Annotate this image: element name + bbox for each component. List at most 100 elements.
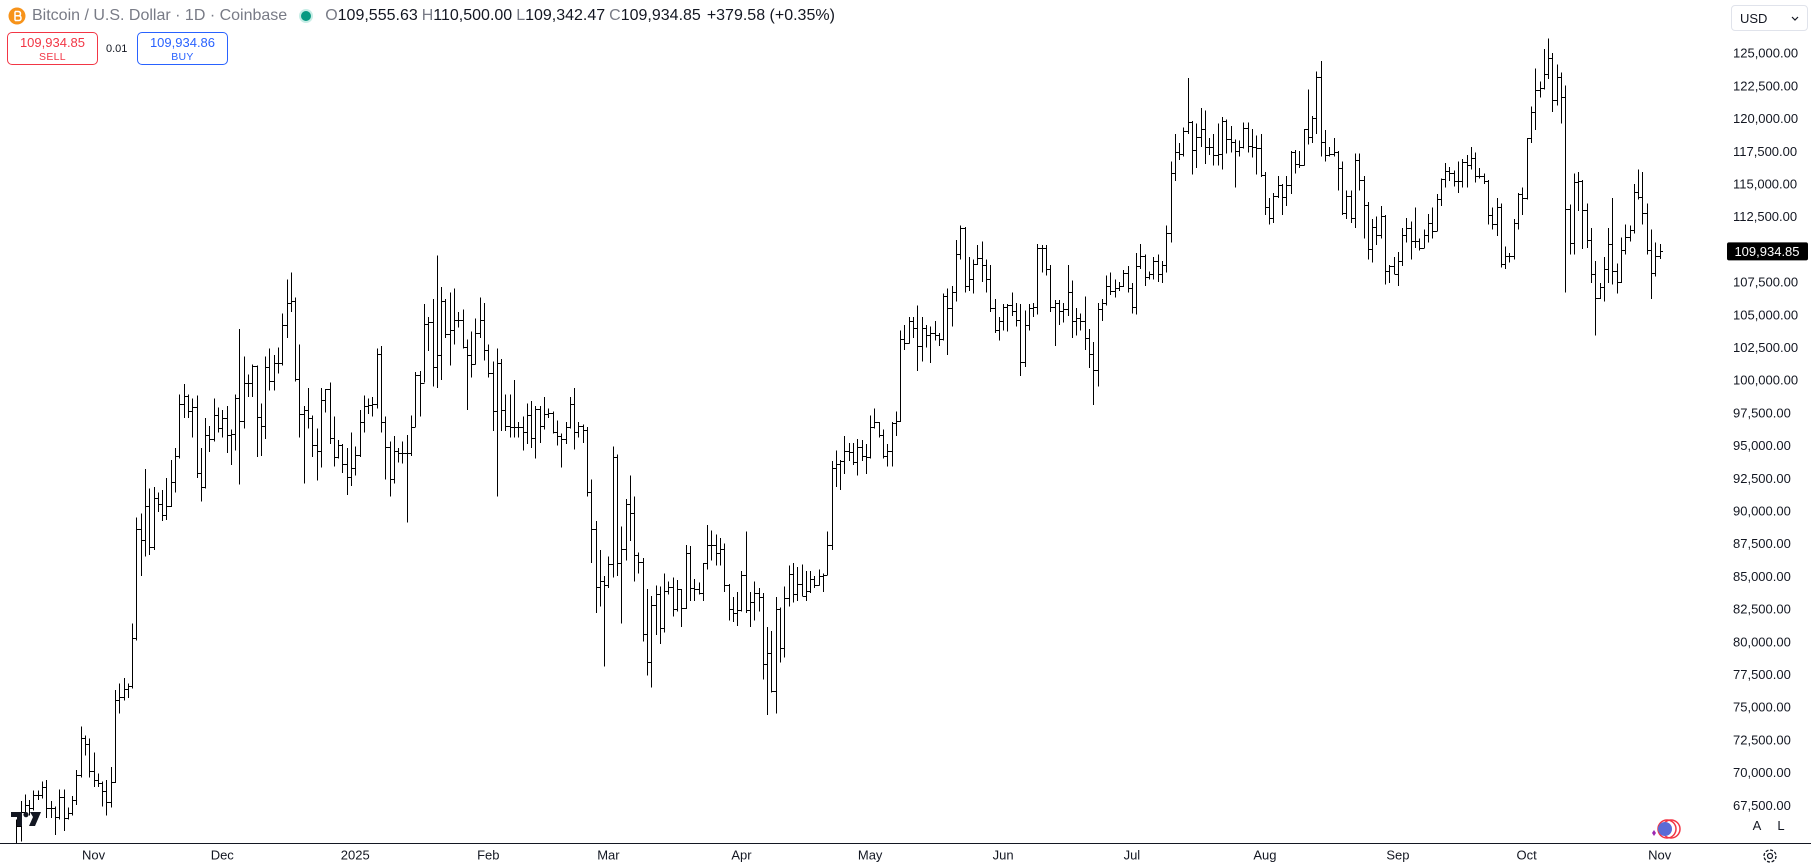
ohlc-bar xyxy=(928,326,933,363)
ohlc-bar xyxy=(1602,257,1607,302)
ohlc-bar xyxy=(1164,225,1169,273)
ohlc-bar xyxy=(911,317,916,339)
currency-select[interactable]: USD xyxy=(1731,5,1808,31)
ohlc-bar xyxy=(409,415,414,456)
buy-label: BUY xyxy=(171,51,194,63)
ohlc-bar xyxy=(302,406,307,484)
sell-price: 109,934.85 xyxy=(19,35,86,50)
ohlc-bar xyxy=(963,226,968,293)
x-tick-label: 2025 xyxy=(341,847,370,862)
ohlc-bar xyxy=(160,489,165,522)
ohlc-values: O109,555.63 H110,500.00 L109,342.47 C109,93… xyxy=(321,7,701,25)
ohlc-bar xyxy=(1430,207,1435,239)
ohlc-bar xyxy=(1593,260,1598,336)
sell-button[interactable]: 109,934.85 SELL xyxy=(7,32,98,65)
price-pane xyxy=(16,38,1663,843)
ohlc-bar xyxy=(842,436,847,475)
y-tick-label: 105,000.00 xyxy=(1733,307,1798,322)
ohlc-bar xyxy=(1194,123,1199,169)
ohlc-bar xyxy=(285,279,290,339)
ohlc-bar xyxy=(96,773,101,787)
ohlc-bar xyxy=(1104,275,1109,306)
ohlc-bar xyxy=(671,577,676,617)
ohlc-bar xyxy=(624,498,629,561)
ohlc-bar xyxy=(512,379,517,438)
ohlc-bar xyxy=(787,565,792,607)
x-tick-label: Sep xyxy=(1386,847,1409,862)
symbol-title[interactable]: Bitcoin / U.S. Dollar · 1D · Coinbase xyxy=(32,7,288,24)
y-tick-label: 77,500.00 xyxy=(1733,667,1791,682)
ohlc-bar xyxy=(1520,187,1525,216)
ohlc-bar xyxy=(1645,203,1650,255)
ohlc-bar xyxy=(654,585,659,636)
ohlc-bar xyxy=(1001,304,1006,331)
ohlc-bar xyxy=(57,789,62,820)
ohlc-bar xyxy=(1005,304,1010,332)
ohlc-bar xyxy=(130,623,135,689)
ohlc-bar xyxy=(1512,219,1517,260)
ohlc-bar xyxy=(860,440,865,462)
ohlc-bar xyxy=(1383,215,1388,285)
ohlc-bar xyxy=(662,573,667,633)
settings-icon[interactable] xyxy=(1763,849,1777,863)
ohlc-bar xyxy=(1023,310,1028,367)
ohlc-bar xyxy=(134,517,139,641)
ohlc-bar xyxy=(1100,298,1105,322)
scale-button[interactable]: L xyxy=(1777,818,1785,833)
buy-button[interactable]: 109,934.86 BUY xyxy=(137,32,228,65)
ohlc-bar xyxy=(1293,149,1298,174)
ohlc-bar xyxy=(1323,130,1328,162)
x-tick-label: Nov xyxy=(82,847,106,862)
ohlc-bar xyxy=(594,521,599,613)
ohlc-bar xyxy=(709,530,714,561)
y-tick-label: 117,500.00 xyxy=(1733,144,1797,159)
ohlc-bar xyxy=(830,461,835,551)
ohlc-bar xyxy=(435,255,440,388)
ohlc-bar xyxy=(405,434,410,523)
ohlc-bar xyxy=(1087,328,1092,369)
ohlc-bar xyxy=(186,394,191,418)
ohlc-bar xyxy=(812,576,817,588)
ohlc-bar xyxy=(1040,245,1045,273)
ohlc-bar xyxy=(739,570,744,612)
ohlc-bar xyxy=(757,587,762,612)
ohlc-bar xyxy=(473,318,478,365)
ohlc-bar xyxy=(636,552,641,574)
y-tick-label: 102,500.00 xyxy=(1733,340,1798,355)
ohlc-bar xyxy=(602,576,607,667)
ohlc-bar xyxy=(808,570,813,594)
ohlc-bar xyxy=(1396,251,1401,286)
ohlc-bar xyxy=(1422,229,1427,249)
ohlc-bar xyxy=(491,361,496,431)
x-tick-label: Aug xyxy=(1253,847,1276,862)
ohlc-bar xyxy=(791,563,796,603)
ohlc-bar xyxy=(1585,203,1590,248)
ohlc-bar xyxy=(1460,158,1465,188)
ohlc-bar xyxy=(1628,225,1633,242)
ohlc-bar xyxy=(203,417,208,489)
ohlc-bar xyxy=(589,479,594,564)
ohlc-bar xyxy=(1066,264,1071,316)
ohlc-bar xyxy=(1220,117,1225,170)
ohlc-bar xyxy=(1374,216,1379,246)
field-value: 110,500.00 xyxy=(433,7,513,24)
ohlc-bar xyxy=(697,582,702,595)
ohlc-bar xyxy=(1035,243,1040,315)
ohlc-bar xyxy=(465,339,470,411)
ohlc-bar xyxy=(800,564,805,597)
ohlc-bar xyxy=(49,801,54,819)
x-tick-label: Dec xyxy=(211,847,235,862)
ohlc-bar xyxy=(259,403,264,456)
ohlc-bar xyxy=(499,359,504,431)
field-label: L xyxy=(516,7,526,24)
ohlc-bar xyxy=(615,454,620,577)
ohlc-bar xyxy=(1327,147,1332,157)
y-tick-label: 112,500.00 xyxy=(1733,209,1797,224)
ohlc-bar xyxy=(422,304,427,384)
ohlc-bar xyxy=(933,321,938,341)
ohlc-bar xyxy=(1018,304,1023,377)
scale-button[interactable]: A xyxy=(1752,818,1762,833)
ohlc-bar xyxy=(478,297,483,339)
ohlc-bar xyxy=(649,595,654,688)
